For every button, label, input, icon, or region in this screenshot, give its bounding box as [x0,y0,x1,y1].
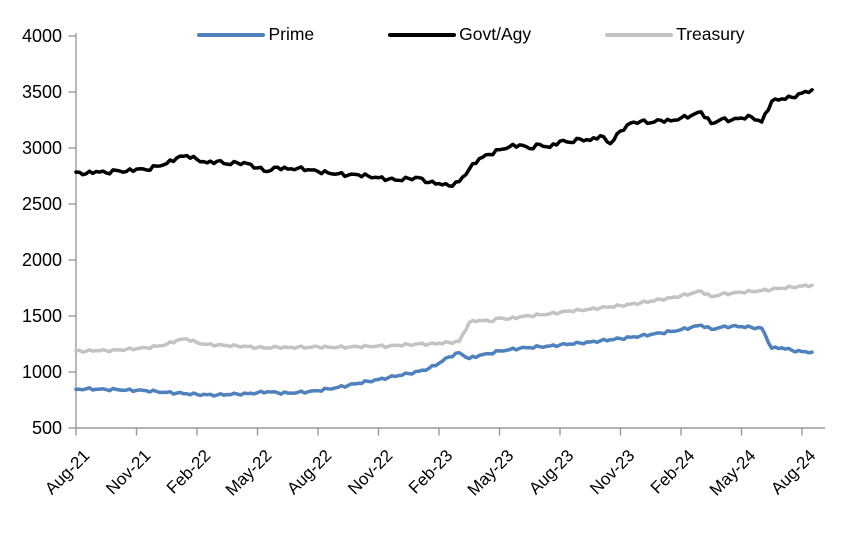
legend-line-icon [388,32,457,38]
legend-item-govt-agy: Govt/Agy [388,26,531,44]
legend: Prime Govt/Agy Treasury [90,22,852,48]
series-line-govt-agy [74,88,814,188]
legend-item-prime: Prime [197,26,314,44]
legend-line-icon [197,32,266,38]
y-axis-tick-label: 1000 [21,362,62,382]
y-axis-tick-label: 1500 [21,306,62,326]
y-axis-tick-label: 500 [31,418,62,438]
y-axis-tick-label: 2000 [21,250,62,270]
legend-label: Govt/Agy [459,24,532,45]
series-line-treasury [74,283,814,354]
legend-item-treasury: Treasury [605,24,745,45]
y-axis-tick-label: 3500 [21,82,62,102]
legend-line-icon [605,32,674,38]
y-axis-tick-label: 4000 [21,26,62,46]
y-axis-tick-label: 3000 [21,138,62,158]
legend-label: Treasury [676,24,745,45]
legend-label: Prime [268,24,315,45]
y-axis-tick-label: 2500 [21,194,62,214]
series-line-prime [74,323,814,398]
